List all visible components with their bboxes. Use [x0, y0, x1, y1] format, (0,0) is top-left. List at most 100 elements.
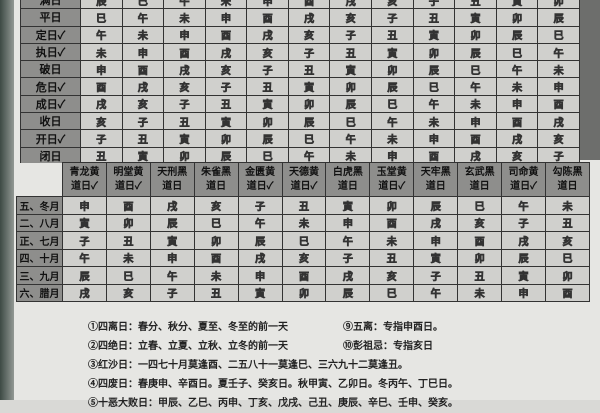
branch-glyph: 寅 — [470, 13, 481, 26]
branch-glyph: 子 — [387, 13, 398, 26]
table-cell: 子 — [371, 8, 414, 27]
table-cell: 寅 — [163, 129, 206, 148]
branch-glyph: 戌 — [96, 100, 107, 112]
branch-glyph: 申 — [512, 100, 523, 112]
branch-glyph: 午 — [518, 201, 529, 213]
table-cell: 酉 — [495, 112, 539, 131]
branch-glyph: 巳 — [345, 117, 356, 129]
branch-glyph: 丑 — [96, 152, 107, 164]
table-cell: 寅 — [495, 0, 539, 10]
row-label: 四、十月 — [16, 248, 63, 267]
table-cell: 巳 — [121, 0, 165, 10]
table-cell: 丑 — [121, 129, 165, 148]
branch-glyph: 丑 — [474, 271, 485, 283]
header-line-1: 勾陈黑 — [552, 166, 583, 178]
row-label: 六、腊月 — [16, 283, 63, 302]
branch-glyph: 亥 — [211, 201, 222, 213]
table-cell: 申 — [149, 248, 195, 267]
branch-glyph: 酉 — [562, 289, 573, 301]
table-cell: 午 — [121, 8, 165, 27]
table-cell: 寅 — [204, 112, 248, 131]
branch-glyph: 辰 — [553, 13, 564, 26]
branch-glyph: 卯 — [387, 65, 398, 77]
table-cell: 未 — [281, 213, 327, 232]
background-edge-right — [580, 0, 600, 160]
branch-glyph: 亥 — [304, 31, 315, 43]
table-row: 闭日 丑 寅 卯 辰 巳 午 未 申 酉 戌 亥 子 — [20, 146, 580, 165]
branch-glyph: 巳 — [562, 254, 573, 266]
table-cell: 辰 — [371, 77, 414, 96]
header-line-2: 道日✓ — [378, 180, 406, 192]
table-cell: 丑 — [281, 196, 327, 215]
table-cell: 丑 — [454, 0, 497, 10]
branch-glyph: 寅 — [137, 152, 149, 164]
branch-glyph: 午 — [255, 219, 266, 231]
branch-glyph: 丑 — [562, 219, 573, 231]
yellow-black-road-table: 青龙黄 道日✓ 明堂黄 道日✓ 天刑黑 道日 朱雀黑 道日 金匮黄 道日✓ 天德黄 道日✓ 白虎黑 道日玉… — [16, 162, 591, 302]
branch-glyph: 子 — [518, 219, 529, 231]
header-line-2: 道日 — [557, 180, 578, 192]
table-cell: 卯 — [329, 77, 373, 96]
branch-glyph: 辰 — [96, 0, 107, 8]
table-cell: 辰 — [501, 248, 546, 267]
header-line-1: 玄武黑 — [464, 166, 495, 178]
table-cell: 寅 — [501, 266, 546, 285]
table-cell: 子 — [246, 60, 289, 79]
table-cell: 午 — [329, 129, 373, 148]
table-cell: 亥 — [369, 266, 415, 285]
branch-glyph: 卯 — [298, 289, 310, 301]
branch-glyph: 酉 — [512, 117, 523, 129]
branch-glyph: 丑 — [345, 48, 356, 60]
branch-glyph: 酉 — [123, 201, 134, 213]
branch-glyph: 亥 — [262, 48, 273, 60]
table-cell: 辰 — [246, 129, 289, 148]
table-cell: 卯 — [544, 266, 591, 285]
table-cell: 酉 — [193, 248, 239, 267]
branch-glyph: 未 — [179, 13, 190, 26]
table-cell: 子 — [329, 25, 373, 44]
table-cell: 申 — [537, 77, 580, 96]
table-cell: 戌 — [246, 25, 289, 44]
table-cell: 子 — [325, 248, 371, 267]
table-cell: 戌 — [329, 0, 373, 10]
table-cell: 子 — [412, 0, 456, 10]
note-4: ④四废日：春庚申、辛酉日。夏壬子、癸亥日。秋甲寅、乙卯日。冬丙午、丁巳日。 — [88, 379, 458, 390]
branch-glyph: 子 — [255, 201, 266, 213]
branch-glyph: 寅 — [428, 31, 440, 43]
branch-glyph: 午 — [428, 100, 440, 112]
table-cell: 丑 — [412, 8, 456, 27]
branch-glyph: 卯 — [221, 135, 232, 147]
branch-glyph: 酉 — [298, 271, 310, 283]
table-cell: 戌 — [413, 213, 459, 232]
table-cell: 戌 — [62, 283, 107, 302]
table-cell: 酉 — [287, 0, 331, 10]
branch-glyph: 寅 — [221, 117, 232, 129]
branch-glyph: 酉 — [221, 31, 232, 43]
table-cell: 亥 — [163, 77, 206, 96]
table-row: 三、九月 辰 巳 午 未 申 酉 戌 亥 子 丑 寅 卯 — [16, 266, 591, 285]
row-label: 成日✓ — [20, 94, 81, 114]
note-10: ⑩彭祖忌：专指亥日 — [343, 341, 433, 352]
branch-glyph: 戌 — [345, 0, 356, 8]
table-cell: 寅 — [149, 231, 195, 250]
table-cell: 午 — [80, 25, 123, 44]
branch-glyph: 午 — [387, 117, 398, 129]
branch-glyph: 卯 — [179, 152, 190, 164]
branch-glyph: 巳 — [386, 289, 397, 301]
branch-glyph: 寅 — [345, 65, 356, 77]
branch-glyph: 午 — [179, 0, 190, 8]
table-cell: 子 — [537, 146, 580, 165]
table-cell: 巳 — [80, 8, 123, 27]
table-cell: 未 — [80, 42, 123, 62]
table-cell: 巳 — [544, 248, 591, 267]
header-line-2: 道日 — [162, 180, 183, 192]
table-cell: 酉 — [369, 213, 415, 232]
table-cell: 子 — [501, 213, 546, 232]
table-cell: 卯 — [246, 112, 289, 131]
branch-glyph: 辰 — [345, 100, 356, 112]
branch-glyph: 未 — [428, 117, 440, 129]
branch-glyph: 酉 — [211, 254, 222, 266]
branch-glyph: 未 — [137, 31, 149, 43]
table-row: 开日✓ 子 丑 寅 卯 辰 巳 午 未 申 酉 戌 亥 — [20, 129, 580, 148]
table-cell: 亥 — [537, 129, 580, 148]
